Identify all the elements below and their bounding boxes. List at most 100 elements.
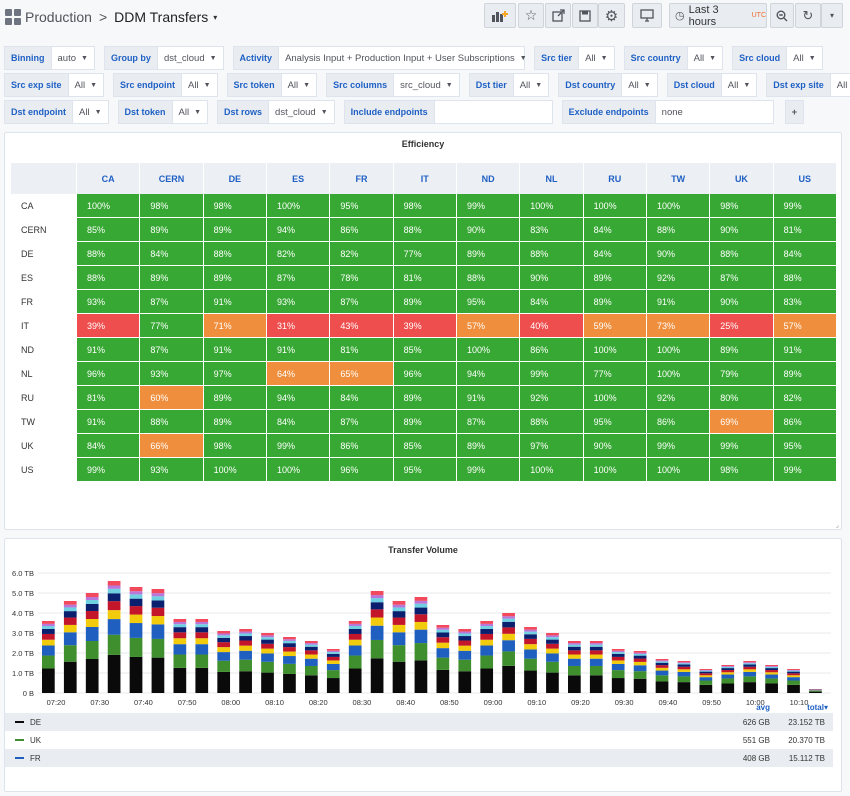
efficiency-cell[interactable]: 87% [330,410,394,434]
bar-segment-de[interactable] [348,668,362,693]
bar-segment-es[interactable] [283,651,296,657]
bar-segment-fr[interactable] [129,623,143,638]
legend-item-uk[interactable]: UK 551 GB 20.370 TB [5,731,833,749]
variable-dropdown[interactable]: auto ▼ [51,46,95,70]
bar-segment-fr[interactable] [173,644,187,655]
bar-segment-it[interactable] [392,611,406,618]
bar-segment-cern[interactable] [370,591,384,596]
bar-segment-it[interactable] [217,637,231,643]
bar-segment-nd[interactable] [743,666,757,670]
bar-segment-ca[interactable] [743,663,757,665]
efficiency-cell[interactable]: 90% [710,290,774,314]
efficiency-cell[interactable]: 83% [773,290,837,314]
bar-segment-nl[interactable] [699,669,713,671]
efficiency-cell[interactable]: 100% [520,194,584,218]
bar-segment-it[interactable] [765,668,778,671]
bar-segment-es[interactable] [129,614,143,624]
bar-segment-it[interactable] [633,655,647,659]
bar-segment-fr[interactable] [85,627,99,641]
bar-segment-es[interactable] [217,647,231,653]
bar-segment-cern[interactable] [42,621,55,624]
bar-segment-nd[interactable] [699,673,713,676]
bar-segment-cern[interactable] [480,621,494,624]
bar-segment-uk[interactable] [63,645,77,662]
bar-segment-nd[interactable] [195,632,209,639]
bar-segment-cern[interactable] [129,587,143,592]
bar-segment-fr[interactable] [568,658,581,666]
efficiency-cell[interactable]: 84% [773,242,837,266]
dashboard-title[interactable]: DDM Transfers [114,9,209,25]
bar-segment-ca[interactable] [42,626,55,629]
bar-segment-it[interactable] [546,639,559,644]
bar-segment-nd[interactable] [502,627,515,634]
bar-segment-uk[interactable] [589,665,603,676]
efficiency-cell[interactable]: 100% [520,458,584,482]
variable-dropdown[interactable]: All ▼ [687,46,724,70]
bar-segment-de[interactable] [326,678,340,693]
efficiency-cell[interactable]: 87% [330,290,394,314]
efficiency-cell[interactable]: 90% [710,218,774,242]
bar-segment-es[interactable] [370,617,384,626]
column-header-us[interactable]: US [773,163,837,194]
column-header-fr[interactable]: FR [330,163,394,194]
bar-segment-fr[interactable] [765,674,778,679]
efficiency-cell[interactable]: 98% [203,434,267,458]
bar-segment-fr[interactable] [546,653,559,662]
column-header-uk[interactable]: UK [710,163,774,194]
bar-segment-cern[interactable] [173,619,187,622]
bar-segment-it[interactable] [721,668,735,671]
efficiency-cell[interactable]: 82% [330,242,394,266]
bar-segment-it[interactable] [129,598,143,607]
bar-segment-it[interactable] [743,664,757,667]
efficiency-cell[interactable]: 80% [710,386,774,410]
efficiency-cell[interactable]: 95% [330,194,394,218]
panel-title[interactable]: Efficiency [401,139,445,149]
bar-segment-it[interactable] [370,602,384,610]
bar-segment-ca[interactable] [480,626,494,629]
efficiency-cell[interactable]: 77% [140,314,204,338]
bar-segment-nl[interactable] [721,666,735,667]
efficiency-cell[interactable]: 81% [773,218,837,242]
bar-segment-uk[interactable] [809,690,822,692]
efficiency-cell[interactable]: 96% [330,458,394,482]
bar-segment-it[interactable] [63,611,77,618]
panel-title[interactable]: Transfer Volume [388,545,458,555]
bar-segment-ca[interactable] [326,652,340,654]
efficiency-cell[interactable]: 83% [520,218,584,242]
efficiency-cell[interactable]: 90% [456,218,521,242]
efficiency-cell[interactable]: 88% [203,242,267,266]
bar-segment-cern[interactable] [239,629,252,632]
resize-handle-icon[interactable]: ⌟ [835,522,839,529]
bar-segment-de[interactable] [85,659,99,693]
bar-segment-nd[interactable] [305,650,318,655]
bar-segment-cern[interactable] [217,631,231,634]
efficiency-cell[interactable]: 95% [456,290,521,314]
bar-segment-uk[interactable] [348,655,362,669]
efficiency-cell[interactable]: 97% [203,362,267,386]
bar-segment-fr[interactable] [151,624,165,639]
efficiency-cell[interactable]: 98% [710,194,774,218]
efficiency-cell[interactable]: 89% [140,266,204,290]
bar-segment-ca[interactable] [217,635,231,638]
bar-segment-es[interactable] [743,669,757,672]
bar-segment-de[interactable] [283,673,296,693]
efficiency-cell[interactable]: 81% [77,386,141,410]
efficiency-cell[interactable]: 86% [330,218,394,242]
bar-segment-uk[interactable] [85,641,99,659]
efficiency-cell[interactable]: 89% [203,410,267,434]
efficiency-cell[interactable]: 100% [266,194,331,218]
bar-segment-es[interactable] [589,654,603,659]
legend-avg-header[interactable]: avg [756,702,770,712]
bar-segment-es[interactable] [305,654,318,659]
bar-segment-ca[interactable] [107,588,121,594]
efficiency-cell[interactable]: 100% [646,338,711,362]
bar-segment-nl[interactable] [239,631,252,634]
bar-segment-fr[interactable] [655,670,669,676]
efficiency-cell[interactable]: 91% [266,338,331,362]
bar-segment-it[interactable] [568,646,581,651]
bar-segment-it[interactable] [151,600,165,608]
bar-segment-fr[interactable] [458,650,472,660]
tv-mode-button[interactable] [632,3,662,28]
bar-segment-nl[interactable] [370,595,384,599]
bar-segment-it[interactable] [326,653,340,657]
